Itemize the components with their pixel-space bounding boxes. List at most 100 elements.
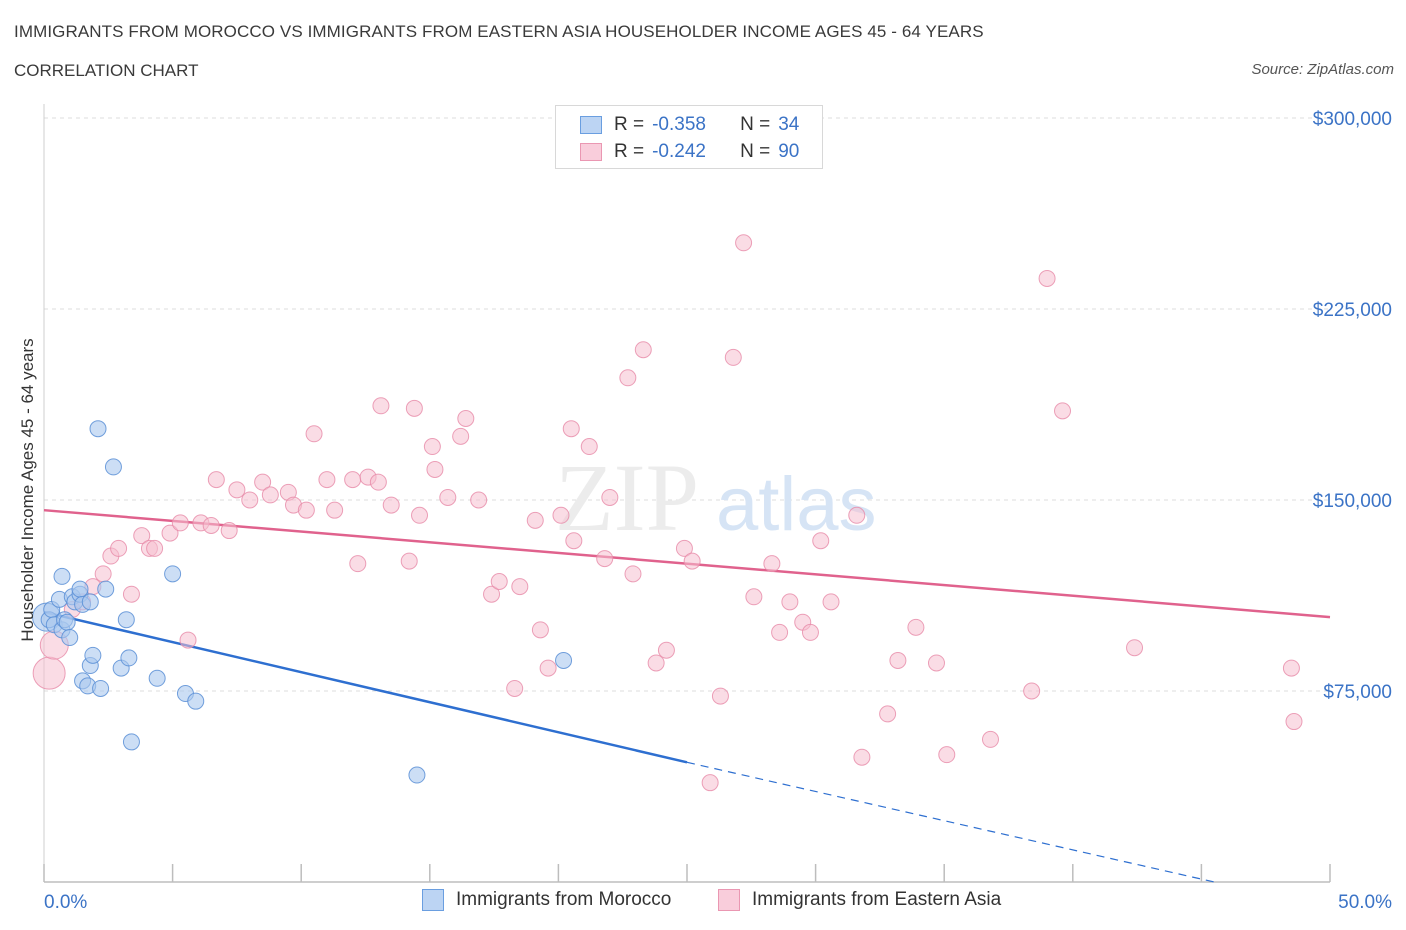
legend-r-value: -0.242 [652, 141, 706, 162]
eastern-asia-point [812, 532, 830, 550]
morocco-point [53, 567, 71, 585]
eastern-asia-point [647, 654, 665, 672]
eastern-asia-point [745, 588, 763, 606]
eastern-asia-point [1282, 659, 1300, 677]
eastern-asia-point [552, 506, 570, 524]
eastern-asia-point [470, 491, 488, 509]
eastern-asia-point [701, 774, 719, 792]
legend-row-eastern-asia: R = -0.242 N = 90 [580, 140, 799, 164]
morocco-point [555, 651, 573, 669]
eastern-asia-point [511, 578, 529, 596]
eastern-asia-point [483, 585, 501, 603]
legend-n-label: N = [740, 114, 771, 135]
eastern-asia-point [349, 555, 367, 573]
y-tick-label: $75,000 [1323, 682, 1392, 703]
eastern-asia-point [771, 623, 789, 641]
eastern-asia-point [1038, 269, 1056, 287]
morocco-trend-line [43, 610, 688, 764]
morocco-trend-extension [686, 761, 1215, 883]
eastern-asia-point [1023, 682, 1041, 700]
eastern-asia-point [539, 659, 557, 677]
eastern-asia-point [853, 748, 871, 766]
morocco-point [408, 766, 426, 784]
eastern-asia-point [318, 471, 336, 489]
y-axis-label: Householder Income Ages 45 - 64 years [18, 338, 37, 642]
legend-r-label: R = [614, 114, 645, 135]
legend-item-morocco[interactable]: Immigrants from Morocco [422, 889, 671, 911]
eastern-asia-point [596, 550, 614, 568]
correlation-legend: R = -0.358 N = 34 R = -0.242 N = 90 [555, 105, 823, 169]
y-tick-label: $150,000 [1313, 491, 1392, 512]
morocco-points [32, 420, 573, 784]
x-tick-label: 0.0% [44, 892, 87, 913]
eastern-asia-legend-swatch [718, 889, 740, 911]
eastern-asia-point [1126, 639, 1144, 657]
eastern-asia-point [171, 514, 189, 532]
watermark: ZIP atlas [555, 444, 877, 551]
morocco-point [104, 458, 122, 476]
eastern-asia-point [382, 496, 400, 514]
eastern-asia-point [879, 705, 897, 723]
tick-labels: $75,000 $150,000 $225,000 $300,000 0.0% 50.0% [44, 109, 1392, 913]
eastern-asia-point [562, 420, 580, 438]
eastern-asia-point [207, 471, 225, 489]
eastern-asia-point [228, 481, 246, 499]
eastern-asia-point [580, 438, 598, 456]
eastern-asia-point [531, 621, 549, 639]
eastern-asia-point [490, 572, 508, 590]
chart-title: IMMIGRANTS FROM MOROCCO VS IMMIGRANTS FR… [14, 22, 984, 41]
eastern-asia-point [801, 623, 819, 641]
eastern-asia-point [133, 527, 151, 545]
morocco-point [92, 679, 110, 697]
eastern-asia-point [763, 555, 781, 573]
eastern-asia-point [220, 522, 238, 540]
source-label: Source: ZipAtlas.com [1251, 61, 1394, 78]
eastern-asia-point [848, 506, 866, 524]
eastern-asia-point [146, 539, 164, 557]
eastern-asia-point [326, 501, 344, 519]
eastern-asia-point [822, 593, 840, 611]
series-legend: Immigrants from Morocco Immigrants from … [0, 889, 1406, 915]
eastern-asia-point [202, 516, 220, 534]
morocco-point [89, 420, 107, 438]
eastern-asia-point [32, 656, 66, 690]
morocco-point [71, 580, 89, 598]
eastern-asia-point [439, 488, 457, 506]
eastern-asia-point [94, 565, 112, 583]
morocco-point [120, 649, 138, 667]
eastern-asia-point [711, 687, 729, 705]
morocco-point [187, 692, 205, 710]
eastern-asia-point [565, 532, 583, 550]
eastern-asia-point [624, 565, 642, 583]
eastern-asia-point [372, 397, 390, 415]
eastern-asia-point [657, 641, 675, 659]
chart-subtitle: CORRELATION CHART [14, 61, 199, 80]
y-tick-label: $225,000 [1313, 300, 1392, 321]
eastern-asia-points [32, 234, 1303, 792]
eastern-asia-point [179, 631, 197, 649]
eastern-asia-point [981, 730, 999, 748]
watermark-atlas: atlas [716, 462, 877, 547]
legend-r-label: R = [614, 141, 645, 162]
eastern-asia-point [161, 524, 179, 542]
eastern-asia-point [457, 410, 475, 428]
morocco-swatch [580, 116, 602, 134]
eastern-asia-point [683, 552, 701, 570]
eastern-asia-point [426, 460, 444, 478]
morocco-point [58, 613, 76, 631]
eastern-asia-point [297, 501, 315, 519]
eastern-asia-point [735, 234, 753, 252]
eastern-asia-point [907, 618, 925, 636]
eastern-asia-point [411, 506, 429, 524]
eastern-asia-point [526, 511, 544, 529]
eastern-asia-point [261, 486, 279, 504]
eastern-asia-point [254, 473, 272, 491]
eastern-asia-swatch [580, 143, 602, 161]
legend-item-eastern-asia[interactable]: Immigrants from Eastern Asia [718, 889, 1001, 911]
eastern-asia-point [452, 427, 470, 445]
eastern-asia-point [724, 348, 742, 366]
eastern-asia-point [344, 471, 362, 489]
grid-lines [44, 117, 1330, 692]
eastern-asia-point [601, 488, 619, 506]
